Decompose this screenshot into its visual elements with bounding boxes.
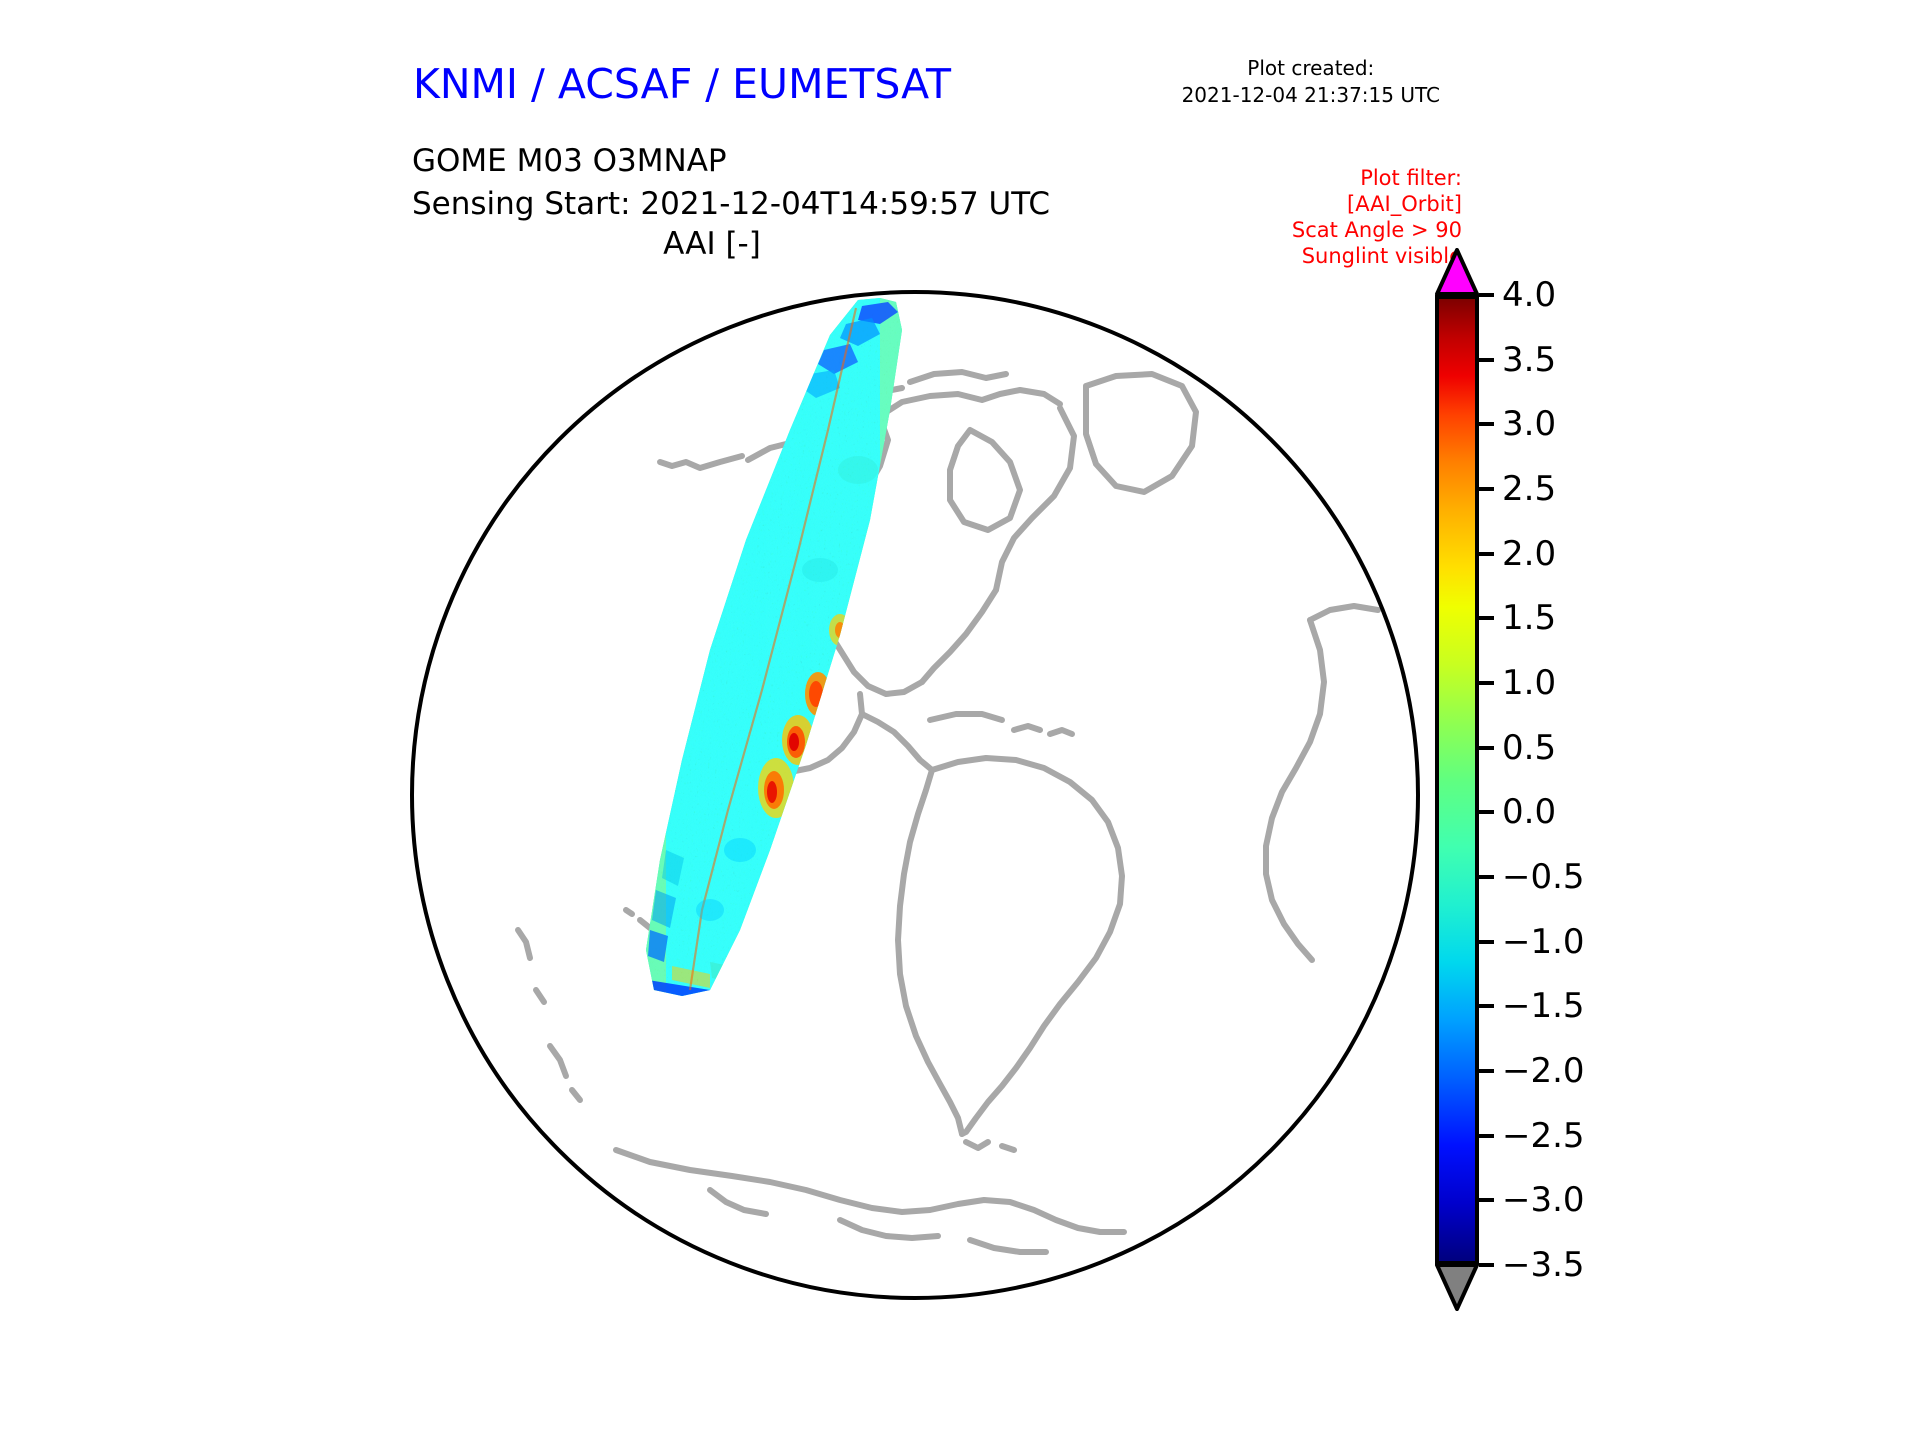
colorbar-tick-label: −0.5: [1502, 857, 1585, 897]
colorbar-tick-mark: [1479, 1069, 1494, 1073]
colorbar-tick-mark: [1479, 357, 1494, 362]
colorbar-tick-label: −2.0: [1502, 1051, 1585, 1091]
colorbar-under-range-arrow: [1435, 1263, 1479, 1311]
colorbar-tick-mark: [1479, 745, 1494, 750]
colorbar-ticks: 4.0 3.5 3.0 2.5 2.0 1.5 1.0 0.5 0.0 −0.5 −1.0 −1.5 −…: [1432, 240, 1852, 1325]
colorbar-tick-label: 4.0: [1502, 275, 1557, 315]
organisation-title: KNMI / ACSAF / EUMETSAT: [413, 60, 952, 108]
colorbar-tick-label: −3.0: [1502, 1180, 1585, 1221]
colorbar-tick-label: 3.5: [1502, 339, 1557, 380]
sensing-start-title: Sensing Start: 2021-12-04T14:59:57 UTC: [412, 186, 1050, 222]
plot-filter-block: Plot filter: [AAI_Orbit] Scat Angle > 90…: [1292, 165, 1462, 269]
colorbar-tick-mark: [1479, 939, 1494, 944]
plot-title-block: GOME M03 O3MNAP Sensing Start: 2021-12-0…: [412, 140, 1050, 226]
colorbar-tick-mark: [1479, 681, 1494, 685]
colorbar-tick-label: 0.0: [1502, 792, 1557, 833]
colorbar-tick-mark: [1479, 616, 1494, 621]
colorbar-tick-mark: [1479, 1263, 1494, 1267]
colorbar-tick-mark: [1479, 1133, 1494, 1138]
colorbar-tick-mark: [1479, 487, 1494, 491]
variable-title: AAI [-]: [663, 226, 761, 262]
colorbar-over-range-arrow: [1435, 248, 1479, 296]
colorbar-tick-mark: [1479, 422, 1494, 427]
colorbar-tick-mark: [1479, 1198, 1494, 1203]
colorbar-tick-mark: [1479, 293, 1494, 297]
colorbar-gradient: [1435, 295, 1479, 1265]
colorbar-tick-label: 3.0: [1502, 404, 1557, 445]
colorbar-tick-label: 2.5: [1502, 469, 1557, 509]
colorbar-tick-label: 1.0: [1502, 663, 1557, 703]
globe-outline: [410, 290, 1420, 1300]
plot-created-label: Plot created:: [1247, 56, 1375, 80]
colorbar-tick-label: 2.0: [1502, 533, 1557, 574]
colorbar-tick-label: 0.5: [1502, 727, 1557, 768]
colorbar-tick-label: 1.5: [1502, 598, 1557, 639]
plot-created-block: Plot created: 2021-12-04 21:37:15 UTC: [1182, 55, 1440, 109]
globe-disc: [412, 292, 1418, 1298]
colorbar-tick-label: −1.0: [1502, 921, 1585, 962]
colorbar-tick-label: −1.5: [1502, 986, 1585, 1027]
colorbar: 4.0 3.5 3.0 2.5 2.0 1.5 1.0 0.5 0.0 −0.5 −1.0 −1.5 −…: [1432, 240, 1852, 1325]
colorbar-tick-mark: [1479, 551, 1494, 556]
colorbar-tick-mark: [1479, 875, 1494, 879]
plot-filter-sunglint: Sunglint visible: [1301, 244, 1462, 268]
plot-filter-label: Plot filter:: [1360, 166, 1462, 190]
colorbar-tick-label: −3.5: [1502, 1245, 1585, 1285]
colorbar-tick-mark: [1479, 810, 1494, 815]
plot-filter-variable: [AAI_Orbit]: [1347, 192, 1462, 216]
plot-created-timestamp: 2021-12-04 21:37:15 UTC: [1181, 83, 1440, 107]
plot-filter-scat-angle: Scat Angle > 90: [1291, 218, 1462, 242]
colorbar-tick-mark: [1479, 1004, 1494, 1009]
colorbar-tick-label: −2.5: [1502, 1115, 1585, 1156]
globe-svg: [410, 290, 1420, 1300]
globe-map: [410, 290, 1420, 1300]
instrument-title: GOME M03 O3MNAP: [412, 143, 727, 179]
